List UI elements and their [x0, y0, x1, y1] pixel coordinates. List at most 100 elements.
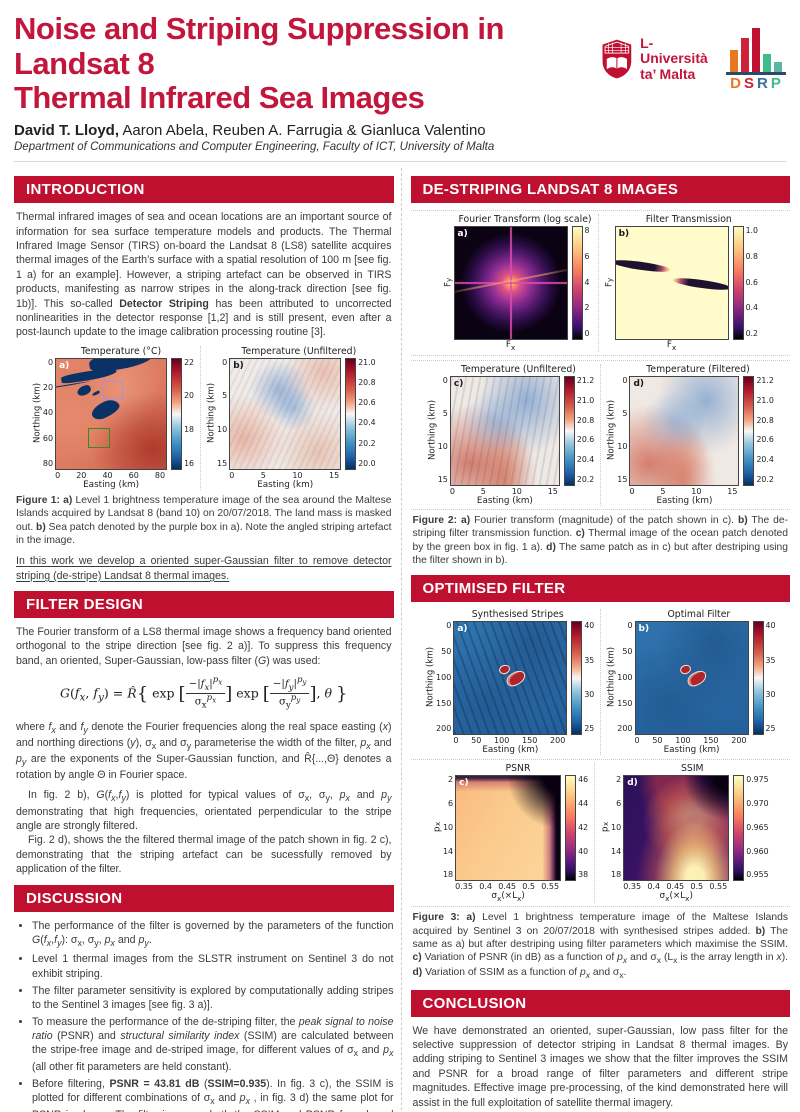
y-tick-labels: 0 5 10 15 [617, 376, 629, 484]
colorbar-tick: 21.0 [576, 395, 595, 405]
x-tick: 50 [652, 736, 663, 746]
discussion-bullet: Before filtering, PSNR = 43.81 dB (SSIM=… [32, 1077, 394, 1112]
x-axis-label: Easting (km) [476, 495, 533, 506]
plot-area: b) [614, 226, 729, 341]
x-tick: 0.35 [455, 882, 473, 892]
left-column: INTRODUCTION Thermal infrared images of … [10, 168, 398, 1112]
y-tick: 18 [442, 870, 454, 880]
plot-area: a) [453, 621, 568, 736]
colorbar-tick: 20.2 [358, 438, 376, 448]
x-axis-label: Easting (km) [663, 745, 720, 756]
plot-column: a) Fx [453, 226, 568, 352]
plot-column: b) 0 50 100 150 200 Easting (km) [634, 621, 749, 756]
x-axis-label: Easting (km) [656, 495, 713, 506]
colorbar [733, 775, 745, 882]
filter-design-para4: Fig. 2 d), shows the the filtered therma… [16, 834, 392, 876]
discussion-bullet: Level 1 thermal images from the SLSTR in… [32, 952, 394, 980]
colorbar [171, 357, 183, 470]
colorbar-tick: 20.8 [576, 415, 595, 425]
x-tick-labels: 0.35 0.4 0.45 0.5 0.55 [455, 882, 559, 891]
colorbar-tick: 20.0 [358, 458, 376, 468]
malta-shape [89, 396, 122, 423]
plot-column: c) 0.35 0.4 0.45 0.5 0.55 σx(×Lx) [455, 775, 562, 903]
x-tick: 150 [522, 736, 538, 746]
uom-crest-icon [602, 39, 632, 79]
x-tick: 0 [55, 470, 61, 480]
sicily-shape [88, 358, 154, 374]
colorbar-tick: 2 [584, 303, 590, 313]
y-tick-labels: 0 5 10 15 [217, 358, 229, 468]
colorbar-tick-labels: 40 35 30 25 [764, 621, 776, 733]
y-tick: 10 [217, 425, 228, 435]
x-tick-labels: 0 5 10 15 [450, 487, 558, 496]
dsrp-letter: P [770, 75, 782, 92]
section-heading-destriping: DE-STRIPING LANDSAT 8 IMAGES [410, 176, 790, 204]
x-tick: 0.55 [541, 882, 560, 892]
y-tick: 10 [617, 441, 628, 451]
plot-column: a) 0 50 100 150 200 Easting (km) [453, 621, 568, 755]
colorbar-tick: 42 [578, 822, 589, 832]
y-axis-label: Northing (km) [606, 647, 617, 708]
colorbar-tick: 20.8 [358, 378, 376, 387]
colorbar [752, 621, 764, 736]
section-heading-conclusion: CONCLUSION [410, 989, 790, 1017]
x-tick: 0 [453, 736, 459, 746]
section-heading-discussion: DISCUSSION [14, 884, 394, 912]
y-tick: 2 [616, 775, 622, 785]
figure1-caption: Figure 1: a) Level 1 brightness temperat… [16, 494, 392, 546]
plot-area: b) [634, 621, 749, 736]
y-tick: 200 [617, 724, 633, 734]
poster-body: INTRODUCTION Thermal infrared images of … [0, 168, 800, 1112]
y-axis-label: Northing (km) [427, 399, 438, 460]
filter-design-para1: The Fourier transform of a LS8 thermal i… [16, 625, 392, 667]
x-tick: 0.4 [479, 882, 492, 892]
colorbar-tick-labels: 40 35 30 25 [582, 621, 594, 733]
y-tick: 0 [442, 375, 448, 385]
dsrp-letter: S [743, 75, 755, 92]
figure1-row: Temperature (°C) Northing (km) 0 20 40 60 80 a)… [14, 345, 394, 490]
colorbar [565, 775, 577, 882]
x-tick: 100 [494, 736, 510, 746]
plot-title: Optimal Filter [667, 609, 731, 621]
y-tick: 10 [437, 441, 448, 451]
y-tick: 10 [442, 822, 454, 832]
colorbar-tick: 35 [584, 655, 595, 665]
colorbar-tick: 20.6 [358, 398, 376, 408]
y-tick: 0 [446, 621, 452, 631]
y-axis-label: Northing (km) [606, 399, 617, 460]
x-tick-labels: 0 20 40 60 80 [55, 471, 165, 480]
colorbar-tick: 18 [184, 425, 195, 435]
plot-area: b) [229, 357, 342, 470]
x-tick: 0 [449, 486, 455, 496]
y-tick: 5 [222, 391, 228, 401]
x-tick: 5 [260, 470, 266, 480]
colorbar-tick: 20.4 [576, 455, 595, 465]
filter-design-para3: In fig. 2 b), G(fx,fy) is plotted for ty… [16, 789, 392, 832]
plot-column: b) 0 5 10 15 Easting (km) [229, 357, 342, 490]
y-tick: 14 [611, 846, 622, 856]
fig3-panel-c: PSNR p x 2 6 10 14 18 c) 0.35 0.4 0.45 0.5 0.55 σx(×Lx… [432, 763, 588, 903]
colorbar-tick: 0.2 [745, 329, 758, 339]
y-tick-labels: 0 50 100 150 200 [617, 621, 634, 733]
x-tick: 0 [629, 486, 635, 496]
plot-row: Northing (km) 0 5 10 15 d) 0 5 10 15 Easting (km) 2… [606, 375, 774, 506]
y-tick: 80 [42, 458, 54, 468]
x-tick: 100 [675, 736, 691, 746]
plot-row: Northing (km) 0 50 100 150 200 a) 0 50 100 150 200 E… [425, 621, 594, 755]
colorbar-tick: 0.6 [745, 277, 758, 287]
y-tick: 50 [622, 647, 633, 657]
authors-line: David T. Lloyd, Aaron Abela, Reuben A. F… [14, 122, 486, 140]
colorbar [345, 357, 357, 470]
colorbar-tick: 30 [765, 690, 776, 700]
plot-title: Temperature (Unfiltered) [461, 363, 576, 375]
y-tick: 15 [217, 458, 228, 468]
plot-column: c) 0 5 10 15 Easting (km) [449, 375, 560, 506]
affiliation-line: Department of Communications and Compute… [14, 141, 495, 154]
fig1-panel-b: Temperature (Unfiltered) Northing (km) 0 5 1… [200, 345, 376, 490]
colorbar [571, 226, 583, 341]
